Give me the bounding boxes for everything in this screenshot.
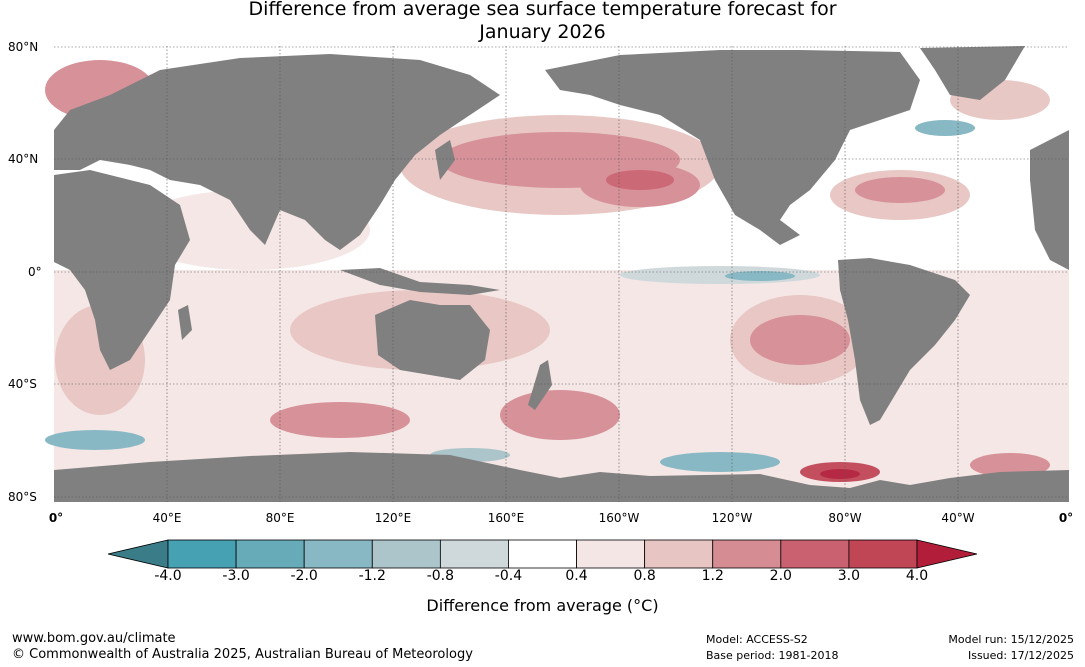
colorbar-tick-label: -4.0 [154, 568, 182, 584]
lon-label-160e: 160°E [487, 511, 525, 525]
land-masses [54, 46, 1069, 502]
lon-label-0-east: 0° [1058, 511, 1074, 525]
lon-label-40e: 40°E [152, 511, 182, 525]
colorbar-tick-label: 3.0 [837, 568, 861, 584]
lat-label-80s: 80°S [8, 490, 37, 504]
colorbar-tick-label: 0.8 [633, 568, 656, 584]
equatorial-pacific-cool-core [725, 271, 795, 281]
colorbar-segment [848, 539, 918, 569]
colorbar-segment [371, 539, 441, 569]
colorbar-tick-label: -2.0 [290, 568, 318, 584]
colorbar-under-arrow [107, 539, 169, 569]
footer-url[interactable]: www.bom.gov.au/climate [12, 631, 176, 646]
colorbar-segment [508, 539, 577, 569]
antarctica [54, 452, 1069, 502]
lat-label-40n: 40°N [8, 152, 39, 166]
footer-model: Model: ACCESS-S2 [706, 633, 808, 646]
indonesia [340, 268, 500, 295]
north-america [545, 50, 920, 245]
colorbar-segment [235, 539, 305, 569]
australia [375, 300, 490, 380]
colorbar-segments [167, 539, 918, 569]
colorbar-over-arrow [916, 539, 978, 569]
colorbar-title: Difference from average (°C) [426, 596, 659, 615]
labrador-sea-cool [915, 120, 975, 136]
north-pacific-hot-core [606, 170, 674, 190]
colorbar-tick-label: 4.0 [905, 568, 929, 584]
colorbar-segment [303, 539, 373, 569]
lat-label-40s: 40°S [8, 377, 37, 391]
colorbar-tick-label: -0.8 [426, 568, 455, 584]
map-title-line1: Difference from average sea surface temp… [248, 0, 837, 20]
southern-ocean-cool-east [660, 452, 780, 472]
colorbar [107, 539, 978, 569]
graticule [54, 46, 1069, 502]
colorbar-tick-label: -3.0 [222, 568, 250, 584]
colorbar-segment [439, 539, 509, 569]
footer-copyright: © Commonwealth of Australia 2025, Austra… [12, 647, 473, 662]
weddell-warm [970, 453, 1050, 477]
map-title-line2: January 2026 [479, 21, 606, 43]
footer-base-period: Base period: 1981-2018 [706, 649, 839, 662]
lon-label-80e: 80°E [265, 511, 295, 525]
colorbar-segment [780, 539, 850, 569]
south-indian-core [270, 402, 410, 438]
colorbar-tick-label: 0.4 [565, 568, 588, 584]
lat-label-80n: 80°N [8, 40, 39, 54]
colorbar-segment [712, 539, 782, 569]
lon-label-80w: 80°W [828, 511, 862, 525]
africa [54, 170, 190, 370]
colorbar-segment [167, 539, 237, 569]
europe-east [1030, 130, 1069, 270]
sst-anomaly-map [45, 46, 1069, 502]
greenland [920, 46, 1025, 100]
colorbar-segment [644, 539, 714, 569]
north-atlantic-warm-core [855, 177, 945, 203]
lat-label-0: 0° [28, 265, 42, 279]
lon-label-120e: 120°E [374, 511, 412, 525]
south-pacific-east-core [750, 315, 850, 365]
colorbar-segment [576, 539, 646, 569]
colorbar-tick-label: -0.4 [494, 568, 523, 584]
japan [435, 140, 455, 180]
madagascar [178, 305, 192, 340]
lon-label-0-west: 0° [48, 511, 64, 525]
footer-model-run: Model run: 15/12/2025 [948, 633, 1074, 646]
footer-issued: Issued: 17/12/2025 [967, 649, 1074, 662]
bellingshausen-hottest [820, 469, 860, 479]
south-america [838, 258, 970, 425]
colorbar-tick-label: 2.0 [769, 568, 792, 584]
southern-ocean-cool-west [45, 430, 145, 450]
lon-label-120w: 120°W [711, 511, 753, 525]
colorbar-tick-label: -1.2 [358, 568, 386, 584]
new-zealand [528, 360, 552, 410]
lon-label-40w: 40°W [941, 511, 975, 525]
colorbar-tick-label: 1.2 [701, 568, 724, 584]
lon-label-160w: 160°W [598, 511, 640, 525]
cool-anomaly-shading [45, 120, 975, 472]
eurasia [54, 54, 500, 250]
